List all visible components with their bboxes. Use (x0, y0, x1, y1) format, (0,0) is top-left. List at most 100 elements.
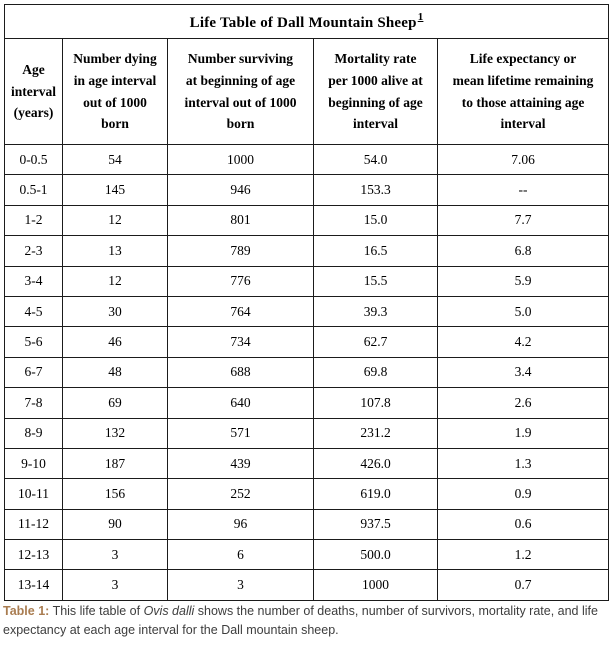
table-row: 6-7 48 688 69.8 3.4 (4, 356, 610, 389)
cell-number-surviving: 776 (167, 265, 314, 297)
cell-age-interval: 6-7 (4, 356, 63, 389)
cell-mortality-rate: 69.8 (313, 356, 438, 389)
cell-number-dying: 48 (62, 356, 168, 389)
cell-number-dying: 12 (62, 204, 168, 237)
cell-age-interval: 3-4 (4, 265, 63, 297)
cell-number-dying: 13 (62, 235, 168, 267)
cell-mortality-rate: 54.0 (313, 143, 438, 176)
caption-text-before: This life table of (52, 604, 144, 618)
cell-age-interval: 1-2 (4, 204, 63, 237)
cell-number-surviving: 734 (167, 326, 314, 358)
cell-number-surviving: 801 (167, 204, 314, 237)
cell-number-surviving: 96 (167, 508, 314, 541)
cell-life-expectancy: 0.6 (436, 508, 610, 541)
cell-number-dying: 187 (62, 447, 168, 480)
cell-number-surviving: 764 (167, 295, 314, 328)
cell-number-dying: 132 (62, 417, 168, 449)
cell-number-dying: 54 (62, 143, 168, 176)
cell-age-interval: 0.5-1 (4, 174, 63, 206)
cell-age-interval: 2-3 (4, 235, 63, 267)
cell-mortality-rate: 1000 (313, 569, 438, 601)
cell-life-expectancy: 1.2 (436, 539, 610, 571)
cell-mortality-rate: 16.5 (313, 235, 438, 267)
table-title: Life Table of Dall Mountain Sheep1 (3, 4, 610, 39)
table-row: 4-5 30 764 39.3 5.0 (4, 295, 610, 328)
cell-mortality-rate: 619.0 (313, 478, 438, 510)
cell-life-expectancy: 7.06 (436, 143, 610, 176)
table-row: 2-3 13 789 16.5 6.8 (4, 235, 610, 267)
cell-number-dying: 12 (62, 265, 168, 297)
table-row: 5-6 46 734 62.7 4.2 (4, 326, 610, 358)
cell-life-expectancy: 0.7 (436, 569, 610, 601)
cell-age-interval: 8-9 (4, 417, 63, 449)
cell-age-interval: 5-6 (4, 326, 63, 358)
cell-number-surviving: 789 (167, 235, 314, 267)
cell-life-expectancy: 7.7 (436, 204, 610, 237)
cell-age-interval: 12-13 (4, 539, 63, 571)
table-title-text: Life Table of Dall Mountain Sheep (189, 15, 417, 31)
table-row: 8-9 132 571 231.2 1.9 (4, 417, 610, 449)
cell-life-expectancy: 5.9 (436, 265, 610, 297)
cell-life-expectancy: -- (436, 174, 610, 206)
title-row: Life Table of Dall Mountain Sheep1 (3, 4, 610, 39)
caption-species-name: Ovis dalli (143, 604, 195, 618)
cell-number-dying: 69 (62, 387, 168, 419)
cell-age-interval: 4-5 (4, 295, 63, 328)
column-header-age-interval: Age interval (years) (4, 38, 63, 145)
cell-age-interval: 9-10 (4, 447, 63, 480)
life-table: Life Table of Dall Mountain Sheep1 Age i… (3, 4, 610, 601)
cell-age-interval: 11-12 (4, 508, 63, 541)
cell-mortality-rate: 15.5 (313, 265, 438, 297)
cell-life-expectancy: 1.9 (436, 417, 610, 449)
cell-number-dying: 156 (62, 478, 168, 510)
cell-number-dying: 145 (62, 174, 168, 206)
cell-number-dying: 30 (62, 295, 168, 328)
cell-number-dying: 3 (62, 539, 168, 571)
cell-life-expectancy: 4.2 (436, 326, 610, 358)
column-header-number-dying: Number dying in age interval out of 1000… (62, 38, 168, 145)
cell-number-surviving: 946 (167, 174, 314, 206)
cell-life-expectancy: 0.9 (436, 478, 610, 510)
cell-mortality-rate: 62.7 (313, 326, 438, 358)
cell-mortality-rate: 500.0 (313, 539, 438, 571)
header-row: Age interval (years) Number dying in age… (4, 38, 610, 145)
cell-number-dying: 46 (62, 326, 168, 358)
cell-number-surviving: 688 (167, 356, 314, 389)
column-header-mortality-rate: Mortality rate per 1000 alive at beginni… (313, 38, 438, 145)
cell-mortality-rate: 426.0 (313, 447, 438, 480)
cell-mortality-rate: 39.3 (313, 295, 438, 328)
table-row: 12-13 3 6 500.0 1.2 (4, 539, 610, 571)
cell-life-expectancy: 5.0 (436, 295, 610, 328)
cell-age-interval: 10-11 (4, 478, 63, 510)
cell-life-expectancy: 3.4 (436, 356, 610, 389)
column-header-life-expectancy: Life expectancy or mean lifetime remaini… (436, 38, 610, 145)
cell-mortality-rate: 107.8 (313, 387, 438, 419)
cell-number-surviving: 252 (167, 478, 314, 510)
footnote-link[interactable]: 1 (417, 11, 424, 23)
table-row: 13-14 3 3 1000 0.7 (4, 569, 610, 601)
cell-number-surviving: 640 (167, 387, 314, 419)
column-header-number-surviving: Number surviving at beginning of age int… (167, 38, 314, 145)
cell-age-interval: 0-0.5 (4, 143, 63, 176)
cell-number-surviving: 1000 (167, 143, 314, 176)
cell-life-expectancy: 6.8 (436, 235, 610, 267)
table-row: 11-12 90 96 937.5 0.6 (4, 508, 610, 541)
cell-mortality-rate: 937.5 (313, 508, 438, 541)
cell-number-dying: 90 (62, 508, 168, 541)
table-row: 1-2 12 801 15.0 7.7 (4, 204, 610, 237)
table-caption: Table 1: This life table of Ovis dalli s… (3, 602, 605, 640)
table-row: 3-4 12 776 15.5 5.9 (4, 265, 610, 297)
cell-number-surviving: 3 (167, 569, 314, 601)
cell-number-surviving: 571 (167, 417, 314, 449)
cell-number-surviving: 439 (167, 447, 314, 480)
cell-life-expectancy: 2.6 (436, 387, 610, 419)
cell-age-interval: 13-14 (4, 569, 63, 601)
cell-life-expectancy: 1.3 (436, 447, 610, 480)
cell-number-dying: 3 (62, 569, 168, 601)
cell-age-interval: 7-8 (4, 387, 63, 419)
cell-mortality-rate: 15.0 (313, 204, 438, 237)
cell-number-surviving: 6 (167, 539, 314, 571)
cell-mortality-rate: 231.2 (313, 417, 438, 449)
caption-label: Table 1: (3, 604, 50, 618)
